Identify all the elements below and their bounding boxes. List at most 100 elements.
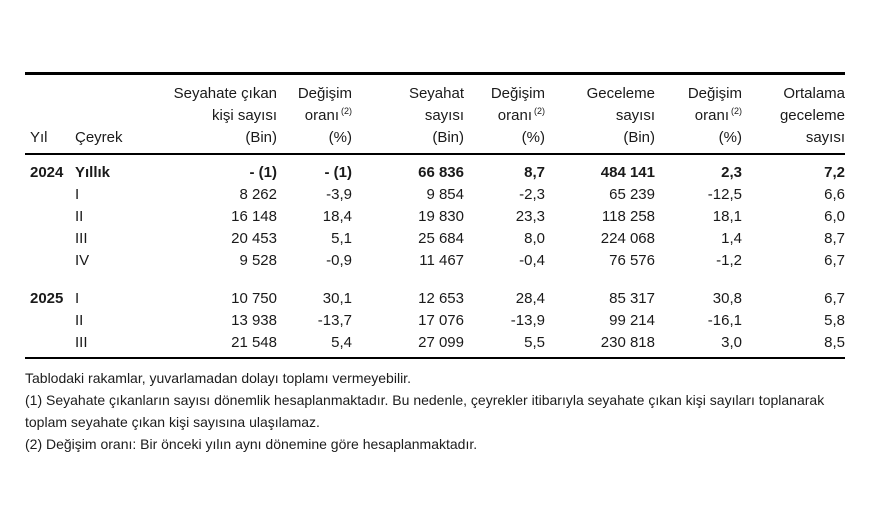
cell-degisim-orani-seyahat: -13,9	[510, 312, 545, 329]
cell-geceleme-sayisi: 484 141	[600, 164, 655, 181]
col-header-geceleme-sayisi: Geceleme sayısı (Bin)	[545, 73, 655, 155]
cell-seyahate-cikan-kisi-sayisi: 21 548	[231, 334, 277, 351]
footnote-1: (1) Seyahate çıkanların sayısı dönemlik …	[25, 392, 825, 430]
cell-degisim-orani-kisi: 5,4	[331, 334, 352, 351]
col-header-ortalama-geceleme-sayisi: Ortalama geceleme sayısı	[742, 73, 845, 155]
cell-degisim-orani-kisi: -13,7	[317, 312, 352, 329]
col-header-seyahate-cikan-kisi-sayisi: Seyahate çıkan kişi sayısı (Bin)	[135, 73, 277, 155]
cell-seyahat-sayisi: 17 076	[418, 312, 464, 329]
col-header-line: Ortalama	[783, 85, 845, 102]
col-header-degisim-orani-seyahat: Değişim oranı (2) (%)	[464, 73, 545, 155]
cell-ceyrek: II	[75, 312, 84, 329]
cell-geceleme-sayisi: 99 214	[609, 312, 655, 329]
cell-yil	[25, 310, 75, 332]
col-header-degisim-orani-geceleme: Değişim oranı (2) (%)	[655, 73, 742, 155]
cell-ceyrek: I	[75, 186, 80, 203]
table-header-row: Yıl Çeyrek Seyahate çıkan kişi sayısı (Bin) D…	[25, 73, 845, 155]
col-header-line: (Bin)	[623, 129, 655, 146]
cell-seyahat-sayisi: 12 653	[418, 290, 464, 307]
table-row: II 13 938 -13,7 17 076 -13,9 99 214 -16,1 5,8	[25, 310, 845, 332]
col-header-line: (%)	[521, 129, 545, 146]
cell-degisim-orani-seyahat: -2,3	[519, 186, 545, 203]
cell-degisim-orani-kisi: -0,9	[326, 252, 352, 269]
cell-seyahat-sayisi: 9 854	[426, 186, 464, 203]
cell-yil	[25, 206, 75, 228]
col-header-line: Değişim	[687, 85, 742, 102]
cell-ortalama-geceleme-sayisi: 7,2	[824, 164, 845, 181]
table-row: I 8 262 -3,9 9 854 -2,3 65 239 -12,5 6,6	[25, 184, 845, 206]
cell-ortalama-geceleme-sayisi: 6,7	[824, 252, 845, 269]
cell-ceyrek: I	[75, 290, 80, 307]
table-container: Yıl Çeyrek Seyahate çıkan kişi sayısı (Bin) D…	[25, 72, 845, 455]
travel-statistics-table: Yıl Çeyrek Seyahate çıkan kişi sayısı (Bin) D…	[25, 72, 845, 359]
cell-ortalama-geceleme-sayisi: 6,6	[824, 186, 845, 203]
col-header-line: oranı (2)	[497, 106, 545, 125]
col-header-line: (%)	[718, 129, 742, 146]
cell-seyahate-cikan-kisi-sayisi: 8 262	[239, 186, 277, 203]
cell-seyahat-sayisi: 11 467	[419, 252, 464, 269]
col-header-line: geceleme	[779, 107, 845, 124]
cell-seyahate-cikan-kisi-sayisi: - (1)	[249, 164, 278, 181]
cell-yil	[25, 250, 75, 272]
cell-degisim-orani-seyahat: 8,7	[524, 164, 545, 181]
footnote-ref-superscript: (2)	[534, 106, 545, 116]
cell-ortalama-geceleme-sayisi: 5,8	[824, 312, 845, 329]
cell-seyahate-cikan-kisi-sayisi: 9 528	[239, 252, 277, 269]
cell-ceyrek: IV	[75, 252, 90, 269]
table-body: 2024 Yıllık - (1) - (1) 66 836 8,7 484 141 2,3 7…	[25, 154, 845, 358]
cell-geceleme-sayisi: 65 239	[609, 186, 655, 203]
cell-degisim-orani-geceleme: 30,8	[712, 290, 742, 307]
cell-geceleme-sayisi: 118 258	[601, 208, 655, 225]
col-header-line: Değişim	[490, 85, 545, 102]
cell-ortalama-geceleme-sayisi: 6,7	[824, 290, 845, 307]
col-header-yil: Yıl	[25, 73, 75, 155]
cell-yil: 2024	[30, 164, 64, 181]
cell-geceleme-sayisi: 76 576	[609, 252, 655, 269]
cell-ceyrek: III	[75, 230, 88, 247]
cell-seyahat-sayisi: 19 830	[418, 208, 464, 225]
table-row: II 16 148 18,4 19 830 23,3 118 258 18,1 6,0	[25, 206, 845, 228]
footnote-2: (2) Değişim oranı: Bir önceki yılın aynı…	[25, 436, 478, 452]
cell-degisim-orani-kisi: 30,1	[322, 290, 352, 307]
footnote-ref-superscript: (2)	[731, 106, 742, 116]
col-header-line: Yıl	[30, 129, 48, 146]
col-header-line: (Bin)	[245, 129, 277, 146]
cell-degisim-orani-kisi: - (1)	[324, 164, 353, 181]
cell-seyahat-sayisi: 27 099	[418, 334, 464, 351]
cell-degisim-orani-seyahat: -0,4	[519, 252, 545, 269]
cell-degisim-orani-geceleme: 1,4	[721, 230, 742, 247]
cell-seyahate-cikan-kisi-sayisi: 10 750	[231, 290, 277, 307]
cell-degisim-orani-geceleme: -16,1	[707, 312, 742, 329]
cell-ortalama-geceleme-sayisi: 6,0	[824, 208, 845, 225]
cell-geceleme-sayisi: 224 068	[600, 230, 655, 247]
footnote-ref-superscript: (2)	[341, 106, 352, 116]
col-header-line: sayısı	[615, 107, 655, 124]
cell-yil	[25, 228, 75, 250]
footnote-rounding: Tablodaki rakamlar, yuvarlamadan dolayı …	[25, 370, 411, 386]
col-header-line: (%)	[328, 129, 352, 146]
col-header-line: oranı (2)	[694, 106, 742, 125]
table-row: IV 9 528 -0,9 11 467 -0,4 76 576 -1,2 6,7	[25, 250, 845, 272]
cell-degisim-orani-geceleme: -1,2	[716, 252, 742, 269]
col-header-seyahat-sayisi: Seyahat sayısı (Bin)	[352, 73, 464, 155]
cell-yil	[25, 332, 75, 358]
cell-ceyrek: II	[75, 208, 84, 225]
col-header-line: Seyahate çıkan	[173, 85, 277, 102]
table-row: 2024 Yıllık - (1) - (1) 66 836 8,7 484 141 2,3 7…	[25, 154, 845, 184]
col-header-line: Çeyrek	[75, 129, 123, 146]
cell-seyahate-cikan-kisi-sayisi: 16 148	[231, 208, 277, 225]
cell-ceyrek: III	[75, 334, 88, 351]
col-header-ceyrek: Çeyrek	[75, 73, 135, 155]
cell-degisim-orani-seyahat: 5,5	[524, 334, 545, 351]
cell-degisim-orani-seyahat: 28,4	[515, 290, 545, 307]
cell-degisim-orani-seyahat: 23,3	[515, 208, 545, 225]
cell-geceleme-sayisi: 85 317	[609, 290, 655, 307]
table-row: III 20 453 5,1 25 684 8,0 224 068 1,4 8,7	[25, 228, 845, 250]
col-header-line: sayısı	[805, 129, 845, 146]
col-header-line: Seyahat	[408, 85, 464, 102]
cell-seyahate-cikan-kisi-sayisi: 13 938	[231, 312, 277, 329]
cell-yil	[25, 184, 75, 206]
footnotes: Tablodaki rakamlar, yuvarlamadan dolayı …	[25, 359, 845, 455]
cell-degisim-orani-kisi: 5,1	[331, 230, 352, 247]
